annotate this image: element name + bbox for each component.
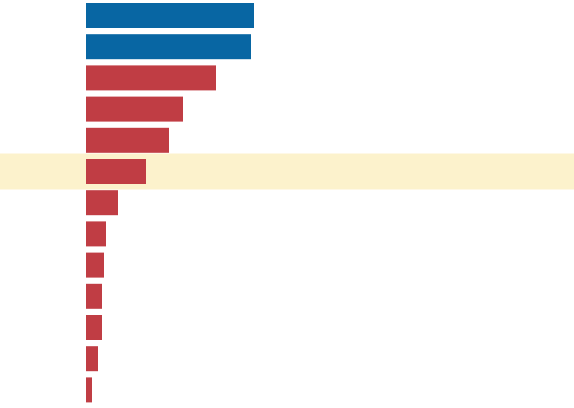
bar xyxy=(86,283,102,309)
bar xyxy=(86,3,254,28)
bar xyxy=(86,127,169,153)
bar xyxy=(86,346,98,372)
bar xyxy=(86,377,92,403)
bar xyxy=(86,315,102,340)
bar xyxy=(86,34,251,60)
bar xyxy=(86,190,118,216)
bar xyxy=(86,65,216,91)
bar xyxy=(86,159,146,184)
bar xyxy=(86,96,183,122)
bar xyxy=(86,221,106,247)
bar xyxy=(86,252,104,278)
